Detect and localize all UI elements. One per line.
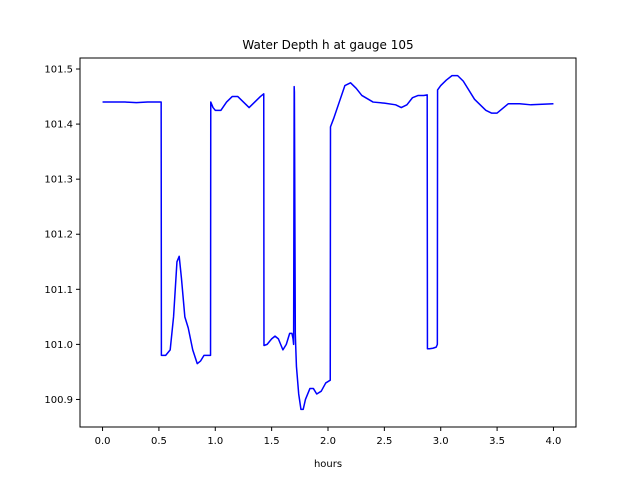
series-line xyxy=(102,74,554,411)
x-tick-label: 3.5 xyxy=(489,436,505,447)
y-axis-ticks: 100.9 101.0 101.1 101.2 101.3 101.4 101.5 xyxy=(44,65,80,406)
y-tick-label: 101.1 xyxy=(44,285,73,296)
y-tick-label: 101.5 xyxy=(44,65,73,76)
y-tick-label: 101.0 xyxy=(44,340,73,351)
x-tick-label: 1.0 xyxy=(207,436,223,447)
x-axis-label: hours xyxy=(314,459,342,470)
x-tick-label: 2.5 xyxy=(376,436,392,447)
x-tick-label: 2.0 xyxy=(320,436,336,447)
x-axis-ticks: 0.0 0.5 1.0 1.5 2.0 2.5 3.0 3.5 4.0 xyxy=(95,427,562,447)
plot-area: 0.0 0.5 1.0 1.5 2.0 2.5 3.0 3.5 4.0 100.9101.010… xyxy=(44,57,577,447)
x-tick-label: 1.5 xyxy=(264,436,280,447)
y-tick-label: 101.3 xyxy=(44,175,73,186)
y-tick-label: 101.2 xyxy=(44,230,73,241)
series-layer xyxy=(102,74,554,411)
x-tick-label: 4.0 xyxy=(546,436,562,447)
x-tick-label: 0.0 xyxy=(95,436,111,447)
y-tick-label: 101.4 xyxy=(44,120,73,131)
x-tick-label: 3.0 xyxy=(433,436,449,447)
y-tick-label: 100.9 xyxy=(44,395,73,406)
chart-title: Water Depth h at gauge 105 xyxy=(242,38,413,52)
x-tick-label: 0.5 xyxy=(151,436,167,447)
